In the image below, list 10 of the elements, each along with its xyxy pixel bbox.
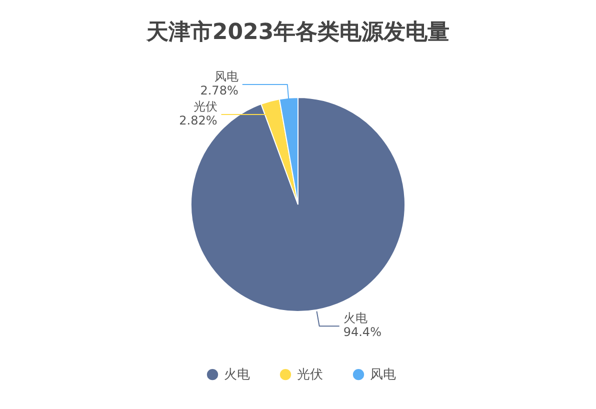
slice-label: 火电 — [343, 311, 368, 326]
data-label: 2.82% — [179, 113, 218, 128]
legend-label: 光伏 — [297, 368, 323, 383]
legend-label: 风电 — [370, 368, 396, 383]
data-label: 94.4% — [343, 325, 382, 340]
slice-label: 光伏 — [193, 99, 218, 114]
slice-label: 风电 — [214, 69, 238, 84]
data-label: 2.78% — [200, 83, 238, 98]
chart-title: 天津市2023年各类电源发电量 — [145, 19, 450, 45]
legend-label: 火电 — [224, 368, 250, 383]
